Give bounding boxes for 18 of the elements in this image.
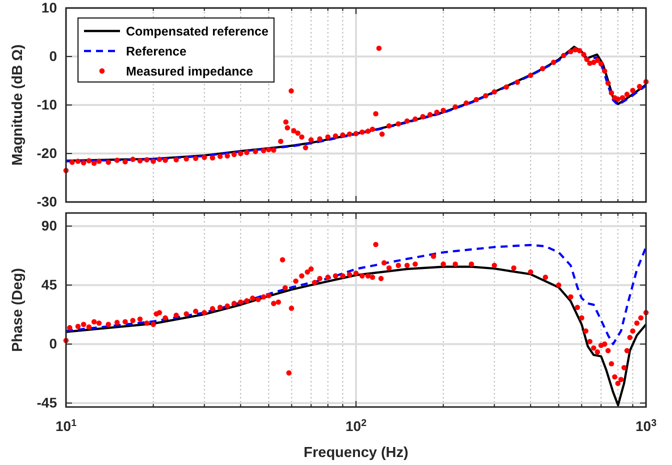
- y-tick-label: -10: [36, 96, 58, 112]
- y-tick-label: 0: [49, 48, 58, 64]
- y-tick-label: 0: [49, 336, 58, 352]
- x-axis-title: Frequency (Hz): [304, 445, 409, 461]
- y-tick-label: -20: [36, 144, 58, 161]
- x-tick-label: 10$^{2}$: [345, 418, 368, 434]
- legend-label: Measured impedance: [126, 64, 254, 78]
- y-tick-label: 90: [41, 218, 58, 234]
- y-tick-label: -45: [36, 394, 58, 411]
- legend-label: Compensated reference: [126, 24, 268, 38]
- y-tick-label: -30: [36, 193, 58, 210]
- y-axis-title: Magnitude (dB Ω): [10, 44, 26, 166]
- x-tick-label: 10$^{1}$: [55, 418, 78, 434]
- y-tick-label: 10: [41, 0, 58, 16]
- legend-label: Reference: [126, 44, 186, 58]
- x-tick-label: 10$^{3}$: [635, 418, 658, 434]
- y-tick-label: 45: [41, 276, 58, 293]
- y-axis-title: Phase (Deg): [10, 268, 26, 352]
